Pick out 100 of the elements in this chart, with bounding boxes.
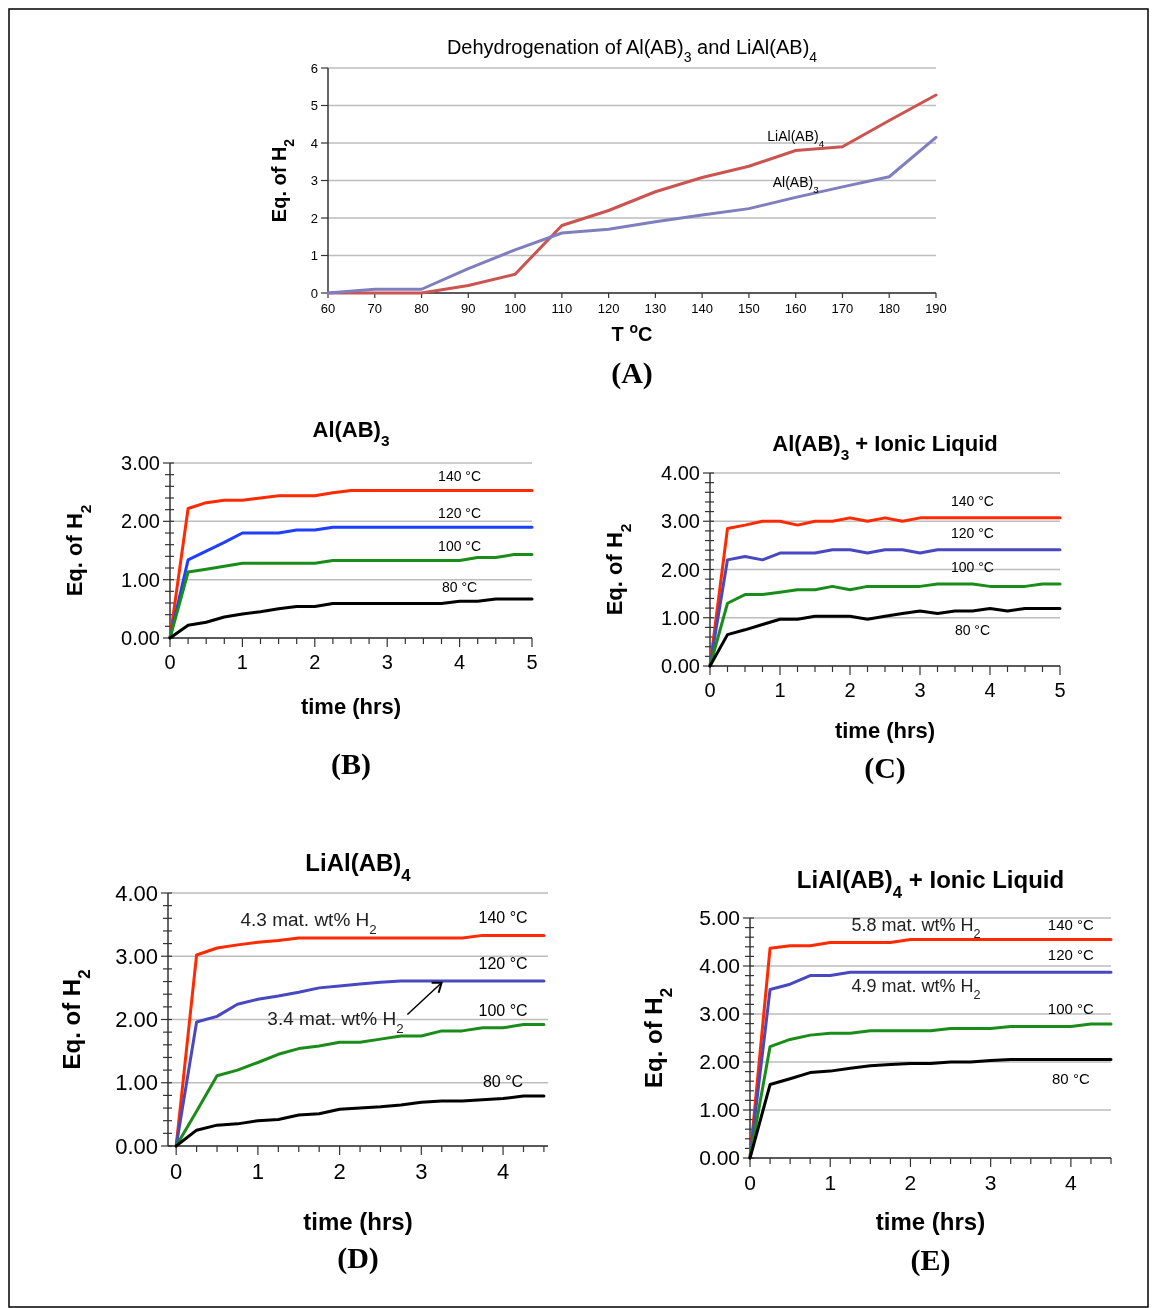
x-tick-label: 180 [878,300,901,316]
x-tick-label: 80 [414,300,429,316]
x-tick-label: 140 [691,300,714,316]
x-tick-label: 4 [1065,1170,1078,1194]
x-tick-label: 3 [415,1158,428,1184]
line-series [174,1023,546,1148]
series-label: 140 °C [1047,915,1095,933]
line-series [174,1094,546,1148]
x-tick-label: 160 [784,300,807,316]
series-label: 140 °C [951,492,994,509]
y-tick-label: 3.00 [115,943,158,969]
y-tick-label: 4.00 [115,880,158,906]
chart-title: Al(AB)$_{3}$ + Ionic Liquid [772,431,998,463]
annotation: 5.8 mat. wt% H$_{2}$ [851,915,981,942]
y-tick-label: 3.00 [121,452,160,474]
x-tick-label: 2 [333,1158,346,1184]
x-tick-label: 1 [824,1170,837,1194]
text: (C) [864,751,906,785]
series-label: 80 °C [482,1072,524,1090]
y-tick-label: 1 [310,248,318,264]
x-tick-label: 130 [644,300,667,316]
series-label: Al(AB)$_{3}$ [772,174,820,195]
y-tick-label: 4 [310,135,318,151]
series-label: 120 °C [438,505,482,522]
x-axis-title: time (hrs) [875,1208,986,1235]
annotation: 4.3 mat. wt% H$_{2}$ [240,908,377,937]
chart-title: Al(AB)$_{3}$ [312,417,390,449]
x-tick-label: 5 [526,651,538,673]
y-tick-label: 4.00 [661,462,700,484]
x-tick-label: 5 [1054,679,1066,701]
text: (D) [337,1241,379,1275]
x-tick-label: 110 [551,300,573,316]
y-tick-label: 2.00 [115,1007,158,1033]
y-tick-label: 0.00 [115,1133,158,1159]
x-tick-label: 3 [381,651,393,673]
y-tick-label: 0.00 [661,655,700,677]
x-tick-label: 0 [164,651,176,673]
y-tick-label: 3.00 [699,1002,740,1026]
y-tick-label: 2.00 [699,1050,740,1074]
y-tick-label: 3.00 [661,510,700,533]
series-label: 100 °C [438,538,482,555]
y-tick-label: 0.00 [121,627,160,649]
text: (E) [910,1243,951,1277]
y-tick-label: 3 [310,173,318,189]
x-tick-label: 90 [461,300,476,316]
x-tick-label: 4 [454,651,466,673]
x-axis-title: time (hrs) [300,694,402,719]
y-tick-label: 5.00 [699,906,740,930]
x-tick-label: 4 [984,679,996,701]
y-tick-label: 1.00 [699,1098,740,1122]
series-label: 120 °C [478,954,528,972]
x-tick-label: 100 [504,300,526,316]
x-tick-label: 3 [984,1170,997,1194]
y-tick-label: 6 [310,60,318,76]
x-tick-label: 1 [236,651,248,673]
series-label: 120 °C [1047,946,1095,964]
y-tick-label: 4.00 [699,954,740,978]
series-label: 100 °C [951,558,994,575]
x-tick-label: 150 [738,300,760,316]
x-axis-title: time (hrs) [303,1208,413,1235]
series-label: LiAl(AB)$_{4}$ [767,127,825,148]
y-tick-label: 1.00 [661,606,700,629]
annotation: 4.9 mat. wt% H$_{2}$ [851,976,981,1003]
series-label: 100 °C [1047,1000,1095,1018]
x-tick-label: 4 [496,1158,510,1184]
chart-title: LiAl(AB)$_{4}$ [305,849,412,885]
series-label: 80 °C [954,621,991,638]
series-label: 80 °C [1052,1069,1090,1087]
y-tick-label: 2.00 [121,510,160,533]
x-tick-label: 170 [831,300,854,316]
x-tick-label: 1 [774,679,786,701]
text: (B) [331,747,371,781]
chart-title: LiAl(AB)$_{4}$ + Ionic Liquid [796,866,1065,902]
y-tick-label: 1.00 [115,1070,158,1096]
y-tick-label: 2 [310,210,318,226]
x-tick-label: 190 [925,300,947,316]
series-label: 100 °C [478,1001,528,1019]
y-tick-label: 2.00 [661,558,700,581]
text: (A) [611,356,653,390]
x-tick-label: 70 [367,300,382,316]
series-label: 120 °C [951,524,994,541]
x-axis-title: T $^{o}$C [611,320,653,345]
y-tick-label: 0 [310,285,318,301]
x-tick-label: 1 [251,1158,265,1184]
annotation: 3.4 mat. wt% H$_{2}$ [267,1007,404,1036]
x-tick-label: 3 [914,679,926,701]
x-tick-label: 2 [844,679,856,701]
x-tick-label: 2 [904,1170,917,1194]
y-tick-label: 0.00 [699,1146,740,1170]
x-axis-title: time (hrs) [834,718,936,743]
x-tick-label: 120 [597,300,620,316]
y-tick-label: 5 [310,98,318,114]
series-label: 140 °C [478,909,528,927]
x-tick-label: 0 [170,1158,183,1184]
series-label: 140 °C [438,468,482,485]
y-tick-label: 1.00 [121,568,160,591]
x-tick-label: 60 [320,300,336,316]
chart-title: Dehydrogenation of Al(AB)$_{3}$ and LiAl(AB)$_{4}$ [446,36,818,65]
series-label: 80 °C [442,579,478,596]
x-tick-label: 0 [744,1170,756,1194]
